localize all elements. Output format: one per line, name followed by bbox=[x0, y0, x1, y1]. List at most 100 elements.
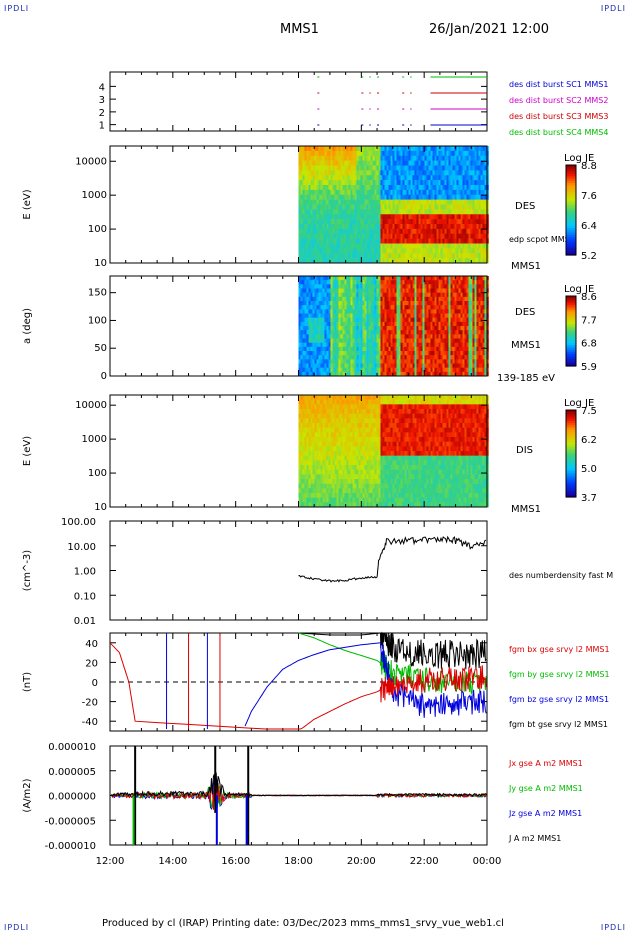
des-energy-spectrum-cell bbox=[442, 248, 445, 254]
des-pitch-spectrum-cell bbox=[476, 280, 479, 285]
des-pitch-spectrum-cell bbox=[420, 342, 423, 348]
des-pitch-spectrum-cell bbox=[342, 371, 345, 377]
des-pitch-spectrum-cell bbox=[482, 326, 485, 331]
des-energy-spectrum-cell bbox=[398, 160, 401, 166]
des-energy-spectrum-cell bbox=[368, 165, 371, 171]
des-energy-spectrum-cell bbox=[484, 219, 487, 225]
des-pitch-spectrum-cell bbox=[384, 334, 387, 339]
des-pitch-spectrum-cell bbox=[298, 334, 301, 339]
des-energy-spectrum-cell bbox=[358, 233, 361, 239]
des-pitch-spectrum-cell bbox=[416, 288, 419, 293]
des-energy-spectrum-cell bbox=[404, 185, 407, 191]
des-pitch-spectrum-cell bbox=[402, 292, 405, 298]
des-pitch-spectrum-cell bbox=[462, 367, 465, 373]
des-pitch-spectrum-cell bbox=[334, 305, 337, 310]
des-energy-spectrum-cell bbox=[368, 180, 371, 186]
des-energy-spectrum-cell bbox=[382, 214, 385, 220]
des-pitch-spectrum-cell bbox=[340, 296, 343, 302]
des-pitch-spectrum-cell bbox=[434, 334, 437, 339]
des-energy-spectrum-cell bbox=[386, 199, 389, 205]
des-energy-spectrum-cell bbox=[452, 224, 455, 230]
dis-energy-spectrum-cell bbox=[298, 404, 301, 410]
des-energy-spectrum-cell bbox=[482, 258, 485, 264]
des-energy-spectrum-cell bbox=[304, 233, 307, 239]
des-energy-spectrum-cell bbox=[322, 219, 325, 225]
des-pitch-spectrum-cell bbox=[446, 326, 449, 331]
des-energy-spectrum-cell bbox=[354, 219, 357, 225]
dis-energy-spectrum-cell bbox=[306, 395, 309, 400]
des-energy-spectrum-cell bbox=[426, 243, 429, 249]
des-pitch-spectrum-cell bbox=[456, 334, 459, 339]
des-pitch-spectrum-cell bbox=[410, 288, 413, 293]
des-energy-spectrum-cell bbox=[458, 224, 461, 230]
des-energy-spectrum-cell bbox=[444, 199, 447, 205]
des-pitch-colorbar-tick-label: 6.8 bbox=[581, 339, 597, 350]
des-energy-spectrum-cell bbox=[314, 219, 317, 225]
des-energy-spectrum-cell bbox=[356, 233, 359, 239]
des-pitch-spectrum-cell bbox=[386, 334, 389, 339]
des-pitch-colorbar-band bbox=[566, 355, 576, 358]
des-energy-spectrum-cell bbox=[456, 214, 459, 220]
des-pitch-spectrum-cell bbox=[424, 355, 427, 360]
des-pitch-spectrum-cell bbox=[316, 367, 319, 373]
des-pitch-colorbar-title: Log JE bbox=[564, 284, 594, 295]
des-pitch-spectrum-cell bbox=[336, 321, 339, 327]
des-energy-spectrum-cell bbox=[352, 238, 355, 244]
des-pitch-spectrum-cell bbox=[356, 355, 359, 360]
des-pitch-spectrum-cell bbox=[392, 326, 395, 331]
des-pitch-spectrum-cell bbox=[482, 288, 485, 293]
des-pitch-spectrum-cell bbox=[376, 363, 379, 368]
des-energy-spectrum-cell bbox=[310, 199, 313, 205]
des-pitch-spectrum-cell bbox=[400, 292, 403, 298]
des-pitch-spectrum-cell bbox=[428, 355, 431, 360]
des-energy-spectrum-cell bbox=[380, 248, 383, 254]
des-energy-spectrum-cell bbox=[330, 185, 333, 191]
des-energy-spectrum-cell bbox=[330, 228, 333, 235]
des-energy-spectrum-cell bbox=[474, 170, 477, 176]
des-energy-colorbar-band bbox=[566, 246, 576, 249]
des-energy-spectrum-cell bbox=[298, 199, 301, 205]
des-pitch-spectrum-cell bbox=[328, 363, 331, 368]
des-energy-spectrum-cell bbox=[318, 219, 321, 225]
des-pitch-spectrum-cell bbox=[304, 313, 307, 318]
burst-legend-entry: des dist burst SC4 MMS4 bbox=[509, 128, 608, 137]
des-energy-spectrum-cell bbox=[298, 233, 301, 239]
des-energy-spectrum-cell bbox=[366, 219, 369, 225]
des-energy-spectrum-cell bbox=[432, 233, 435, 239]
des-energy-spectrum-cell bbox=[356, 175, 359, 181]
des-energy-spectrum-cell bbox=[312, 160, 315, 166]
des-pitch-spectrum-cell bbox=[454, 292, 457, 298]
des-energy-spectrum-cell bbox=[466, 258, 469, 264]
des-pitch-colorbar-band bbox=[566, 322, 576, 325]
des-energy-spectrum-cell bbox=[462, 209, 465, 215]
des-energy-spectrum-cell bbox=[438, 194, 441, 200]
des-energy-spectrum-cell bbox=[438, 165, 441, 171]
des-energy-spectrum-cell bbox=[418, 224, 421, 230]
des-energy-spectrum-cell bbox=[442, 165, 445, 171]
des-pitch-spectrum-cell bbox=[330, 342, 333, 348]
des-energy-spectrum-cell bbox=[398, 209, 401, 215]
des-pitch-spectrum-cell bbox=[428, 284, 431, 289]
dis-energy-spectrum-cell bbox=[304, 418, 307, 424]
des-energy-spectrum-cell bbox=[342, 233, 345, 239]
des-energy-spectrum-cell bbox=[320, 228, 323, 235]
des-pitch-spectrum-cell bbox=[304, 280, 307, 285]
des-pitch-spectrum-cell bbox=[432, 317, 435, 323]
des-energy-spectrum-cell bbox=[470, 185, 473, 191]
des-energy-spectrum-cell bbox=[350, 194, 353, 200]
des-energy-spectrum-cell bbox=[322, 224, 325, 230]
des-energy-spectrum-cell bbox=[394, 224, 397, 230]
des-energy-spectrum-cell bbox=[396, 228, 399, 235]
des-pitch-spectrum-cell bbox=[308, 317, 311, 323]
des-pitch-spectrum-cell bbox=[452, 296, 455, 302]
des-pitch-spectrum-cell bbox=[468, 355, 471, 360]
des-pitch-spectrum-cell bbox=[388, 301, 391, 306]
des-energy-spectrum-cell bbox=[344, 253, 347, 259]
des-pitch-spectrum-cell bbox=[426, 296, 429, 302]
des-energy-spectrum-cell bbox=[420, 155, 423, 161]
des-pitch-spectrum-cell bbox=[318, 305, 321, 310]
des-energy-spectrum-cell bbox=[326, 170, 329, 176]
des-energy-spectrum-cell bbox=[452, 248, 455, 254]
des-energy-spectrum-cell bbox=[446, 258, 449, 264]
des-energy-spectrum-cell bbox=[472, 194, 475, 200]
